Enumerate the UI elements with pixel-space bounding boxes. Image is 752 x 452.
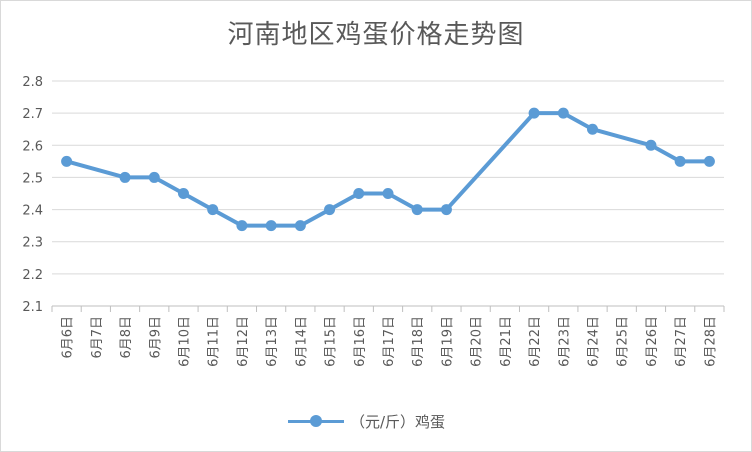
data-point [148,171,160,183]
data-point [645,139,657,151]
data-point [177,188,189,199]
chart-title: 河南地区鸡蛋价格走势图 [227,20,525,50]
x-tick-label: 6月20日 [470,316,485,367]
data-point [382,188,394,199]
data-point [528,107,540,119]
y-tick-label: 2.4 [22,204,43,219]
data-point [440,204,452,216]
x-tick-label: 6月16日 [353,316,368,367]
x-tick-label: 6月24日 [587,316,602,367]
data-point [119,171,131,183]
y-tick-label: 2.3 [22,236,43,251]
y-tick-label: 2.2 [22,268,43,283]
x-tick-label: 6月14日 [294,316,309,367]
data-point [674,155,686,167]
data-point [294,220,306,232]
x-tick-label: 6月25日 [616,316,631,367]
x-tick-label: 6月13日 [265,316,280,367]
x-tick-label: 6月7日 [90,316,105,359]
x-tick-label: 6月17日 [382,316,397,367]
data-point [703,155,715,167]
y-tick-label: 2.8 [22,75,43,90]
x-tick-label: 6月9日 [148,316,163,359]
x-tick-label: 6月8日 [119,316,134,359]
x-tick-label: 6月19日 [440,316,455,367]
x-tick-label: 6月10日 [177,316,192,367]
series-line [66,111,710,228]
data-point [265,220,277,232]
y-tick-label: 2.6 [22,139,43,154]
x-tick-label: 6月21日 [499,316,514,367]
legend-swatch [288,411,344,431]
data-point [207,204,219,216]
legend: （元/斤）鸡蛋 [288,408,445,434]
legend-label: （元/斤）鸡蛋 [350,412,446,431]
x-tick-label: 6月18日 [411,316,426,367]
data-point [411,204,423,216]
x-tick-label: 6月15日 [324,316,339,367]
y-tick-label: 2.5 [22,171,43,186]
x-tick-label: 6月28日 [703,316,718,367]
x-tick-label: 6月26日 [645,316,660,367]
x-tick-label: 6月23日 [557,316,572,367]
data-point [587,123,599,135]
x-tick-label: 6月22日 [528,316,543,367]
x-tick-label: 6月6日 [61,316,76,359]
x-tick-label: 6月12日 [236,316,251,367]
data-point [236,220,248,232]
data-point [61,155,73,167]
data-point [324,204,336,216]
data-point [353,188,365,199]
x-tick-label: 6月27日 [674,316,689,367]
y-tick-label: 2.7 [22,107,43,122]
data-point [557,107,569,119]
x-tick-label: 6月11日 [207,316,222,367]
y-tick-label: 2.1 [22,300,43,315]
